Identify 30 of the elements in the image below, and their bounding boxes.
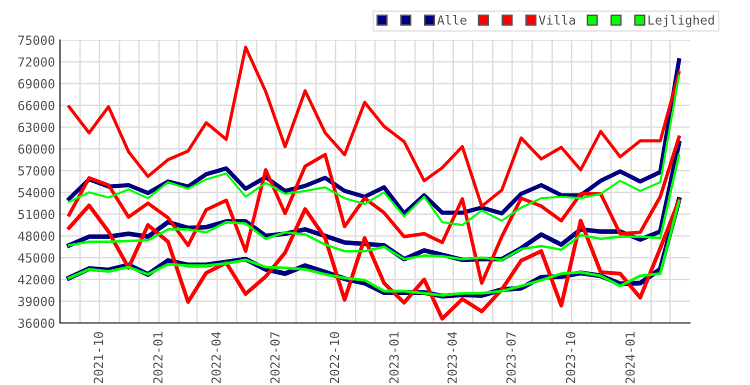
- y-tick-label: 42000: [18, 274, 54, 284]
- y-tick-label: 69000: [18, 79, 54, 88]
- line-series: [68, 74, 680, 226]
- x-tick-label: 2022-04: [211, 332, 221, 384]
- y-tick-label: 63000: [18, 122, 54, 132]
- x-tick-label: 2023-01: [389, 332, 399, 384]
- x-tick-label: 2022-10: [330, 332, 340, 384]
- x-tick-label: 2022-01: [153, 332, 163, 384]
- x-tick-label: 2022-07: [270, 332, 280, 384]
- y-tick-label: 57000: [18, 166, 54, 176]
- y-tick-label: 60000: [18, 144, 54, 154]
- legend-label: Alle: [437, 15, 466, 25]
- y-tick-label: 45000: [18, 253, 54, 263]
- y-tick-label: 75000: [18, 36, 54, 45]
- y-tick-label: 66000: [18, 100, 54, 110]
- y-tick-label: 72000: [18, 57, 54, 67]
- y-tick-label: 48000: [18, 231, 54, 241]
- y-tick-label: 39000: [18, 296, 54, 306]
- line-series: [67, 198, 681, 321]
- x-tick-label: 2023-10: [566, 332, 576, 384]
- legend-label: Villa: [538, 15, 575, 25]
- x-tick-label: 2023-04: [447, 332, 457, 384]
- y-tick-label: 36000: [18, 318, 54, 328]
- x-tick-label: 2024-01: [625, 332, 635, 384]
- legend-label: Lejlighed: [648, 15, 714, 28]
- x-tick-label: 2021-10: [94, 332, 104, 384]
- y-tick-label: 54000: [18, 188, 54, 198]
- y-tick-label: 51000: [18, 210, 54, 220]
- x-tick-label: 2023-07: [506, 332, 516, 384]
- line-series: [67, 136, 681, 285]
